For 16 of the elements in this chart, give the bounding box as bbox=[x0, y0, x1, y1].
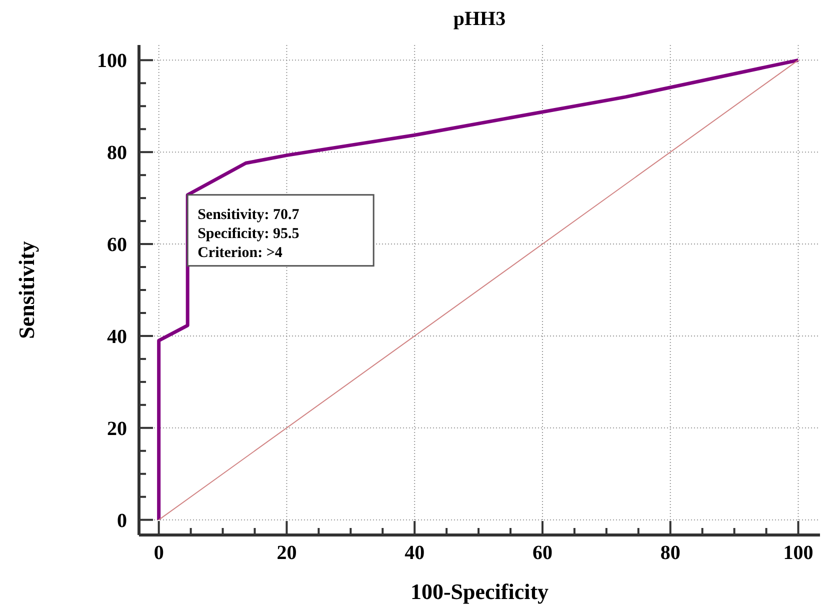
x-tick-label: 60 bbox=[532, 542, 552, 564]
y-tick-label: 80 bbox=[107, 142, 127, 164]
x-tick-label: 20 bbox=[276, 542, 297, 564]
y-tick-label: 60 bbox=[107, 234, 127, 256]
annotation: Sensitivity: 70.7 Specificity: 95.5 Criterion: >4 bbox=[198, 206, 300, 261]
x-tick-label: 80 bbox=[660, 542, 680, 564]
y-tick-label: 40 bbox=[107, 326, 127, 348]
y-tick-label: 100 bbox=[97, 50, 127, 72]
x-tick-label: 40 bbox=[404, 542, 425, 564]
x-axis-title: 100-Specificity bbox=[410, 579, 549, 604]
y-axis-title: Sensitivity bbox=[14, 241, 39, 339]
x-tick-label: 100 bbox=[783, 542, 814, 564]
chart-title: pHH3 bbox=[453, 8, 506, 30]
y-tick-label: 0 bbox=[117, 510, 127, 532]
x-tick-label: 0 bbox=[154, 542, 164, 564]
y-tick-label: 20 bbox=[107, 418, 127, 440]
